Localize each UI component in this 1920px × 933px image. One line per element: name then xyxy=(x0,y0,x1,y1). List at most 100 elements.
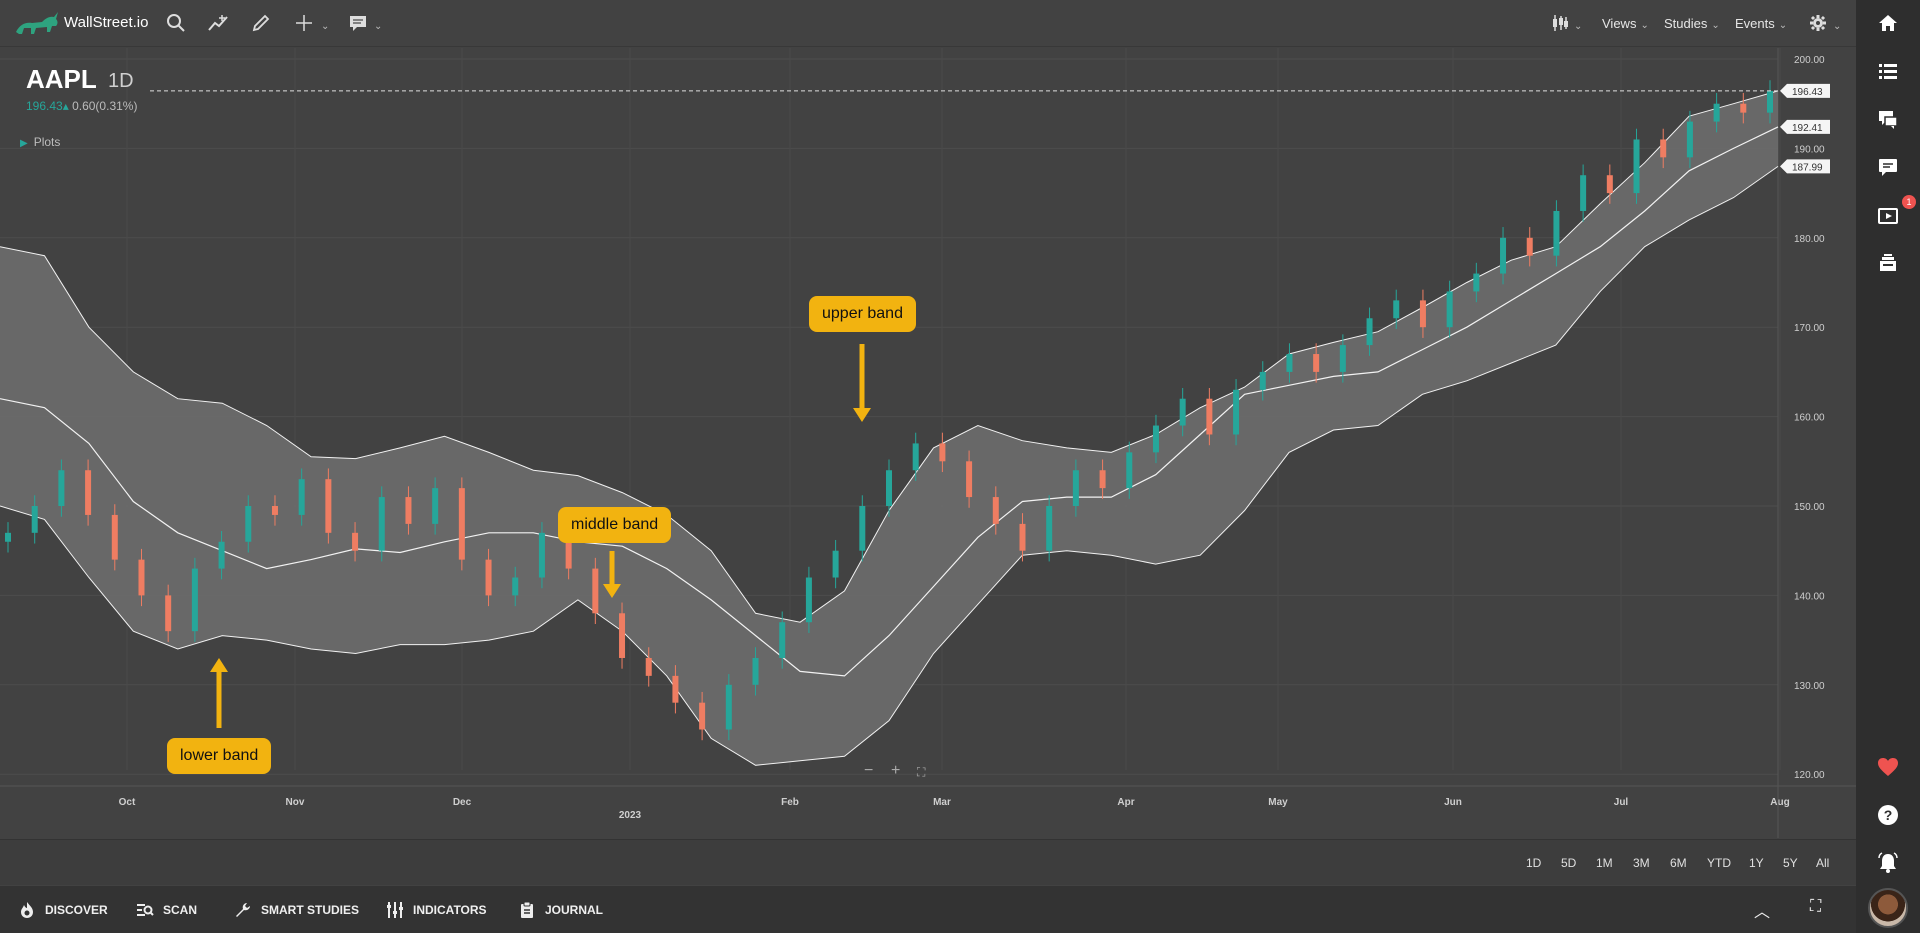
flame-icon xyxy=(21,901,33,918)
candle-body xyxy=(1179,398,1186,426)
candle-body xyxy=(485,559,492,596)
ticker-symbol[interactable]: AAPL xyxy=(26,64,97,94)
candle-body xyxy=(1446,291,1453,328)
heart-icon[interactable] xyxy=(1876,755,1900,779)
chevron-down-icon[interactable]: ⌄ xyxy=(321,21,330,32)
candle-body xyxy=(886,470,892,506)
candle-body xyxy=(1019,523,1026,551)
candle-body xyxy=(1419,300,1426,328)
sliders-icon xyxy=(387,901,403,918)
svg-text:?: ? xyxy=(1884,807,1893,823)
fit-screen-icon[interactable]: ⛶ xyxy=(917,765,926,779)
discover-button[interactable]: DISCOVER xyxy=(18,886,108,933)
journal-button[interactable]: JOURNAL xyxy=(518,886,603,933)
price-tag xyxy=(1780,159,1830,174)
range-5d[interactable]: 5D xyxy=(1561,856,1577,870)
range-1y[interactable]: 1Y xyxy=(1749,856,1764,870)
candle-body xyxy=(458,488,465,560)
candle-body xyxy=(966,461,973,498)
chat-icon[interactable] xyxy=(1876,155,1900,179)
upper-band-arrow-head xyxy=(853,408,871,422)
discover-label: DISCOVER xyxy=(45,902,108,917)
comment-icon[interactable] xyxy=(346,11,370,35)
candle-body xyxy=(1126,452,1133,489)
scan-list-icon xyxy=(137,903,154,916)
bollinger-band-fill xyxy=(0,90,1778,766)
price-chart[interactable]: 200.00 190.00 180.00 170.00 160.00 150.00 140.… xyxy=(0,48,1856,838)
candle-body xyxy=(1072,470,1079,506)
range-5y[interactable]: 5Y xyxy=(1783,856,1798,870)
price-tag-label: 192.41 xyxy=(1792,123,1823,134)
range-6m[interactable]: 6M xyxy=(1670,856,1687,870)
range-all[interactable]: All xyxy=(1816,856,1830,870)
indicators-label: INDICATORS xyxy=(413,902,487,917)
forum-icon[interactable] xyxy=(1876,107,1900,131)
brand-name[interactable]: WallStreet.io xyxy=(64,14,149,31)
candle-body xyxy=(1393,300,1400,319)
range-ytd[interactable]: YTD xyxy=(1707,856,1731,870)
chevron-down-icon[interactable]: ⌄ xyxy=(1833,21,1842,32)
candle-body xyxy=(1660,139,1667,158)
fullscreen-icon[interactable]: ⛶ xyxy=(1810,898,1822,915)
candle-body xyxy=(165,595,172,632)
right-rail: 1 ? xyxy=(1856,0,1920,933)
chevron-down-icon[interactable]: ⌄ xyxy=(374,21,383,32)
candlestick-chart-icon[interactable] xyxy=(1548,11,1572,35)
search-icon[interactable] xyxy=(164,11,188,35)
candle-body xyxy=(1553,210,1560,256)
candle-body xyxy=(1152,425,1159,453)
range-1m[interactable]: 1M xyxy=(1596,856,1613,870)
indicators-button[interactable]: INDICATORS xyxy=(386,886,487,933)
candle-body xyxy=(1686,121,1693,158)
help-icon[interactable]: ? xyxy=(1876,803,1900,827)
views-menu[interactable]: Views ⌄ xyxy=(1602,16,1649,31)
avatar[interactable] xyxy=(1868,888,1908,928)
scan-label: SCAN xyxy=(163,902,198,917)
candle-body xyxy=(672,675,679,703)
video-icon[interactable]: 1 xyxy=(1876,195,1916,227)
home-icon[interactable] xyxy=(1876,11,1900,35)
pencil-icon[interactable] xyxy=(249,11,273,35)
bell-alert-icon[interactable] xyxy=(1876,851,1900,875)
chart-canvas[interactable]: 200.00 190.00 180.00 170.00 160.00 150.00 140.… xyxy=(0,48,1856,838)
watchlist-icon[interactable] xyxy=(1876,59,1900,83)
x-tick-label: May xyxy=(1268,797,1288,808)
lower-band-arrow-head xyxy=(210,658,228,672)
candle-body xyxy=(31,506,38,533)
lower-band-callout: lower band xyxy=(167,738,272,774)
last-price: 196.43 xyxy=(26,99,63,113)
range-3m[interactable]: 3M xyxy=(1633,856,1650,870)
layers-icon[interactable] xyxy=(1876,251,1900,275)
events-menu[interactable]: Events ⌄ xyxy=(1735,16,1788,31)
gear-icon[interactable] xyxy=(1806,11,1830,35)
bull-logo[interactable] xyxy=(12,6,60,40)
y-tick-label: 190.00 xyxy=(1794,144,1825,155)
scan-button[interactable]: SCAN xyxy=(136,886,197,933)
chevron-up-icon[interactable]: ︿ xyxy=(1754,904,1771,921)
x-tick-label: Jun xyxy=(1444,797,1462,808)
candle-body xyxy=(1767,90,1773,113)
middle-band-line xyxy=(0,126,1779,677)
chevron-down-icon[interactable]: ⌄ xyxy=(1574,21,1583,32)
candle-body xyxy=(1366,318,1373,346)
zoom-in-icon[interactable]: + xyxy=(891,762,901,779)
chart-interval[interactable]: 1D xyxy=(108,70,134,92)
candle-body xyxy=(699,702,706,730)
candle-body xyxy=(1606,175,1613,194)
candle-body xyxy=(859,506,866,551)
trend-line-icon[interactable] xyxy=(206,11,230,35)
plots-toggle[interactable]: ▶ Plots xyxy=(20,135,60,149)
crosshair-icon[interactable] xyxy=(292,11,316,35)
smart-studies-button[interactable]: SMART STUDIES xyxy=(234,886,359,933)
zoom-out-icon[interactable]: − xyxy=(864,762,874,779)
candle-body xyxy=(1259,371,1266,390)
candle-body xyxy=(1473,273,1480,292)
x-tick-label: Feb xyxy=(781,797,799,808)
studies-menu[interactable]: Studies ⌄ xyxy=(1664,16,1720,31)
candle-body xyxy=(1339,345,1346,372)
candle-body xyxy=(565,532,572,569)
y-tick-label: 170.00 xyxy=(1794,323,1825,334)
range-1d[interactable]: 1D xyxy=(1526,856,1542,870)
x-tick-label: Oct xyxy=(119,797,136,808)
